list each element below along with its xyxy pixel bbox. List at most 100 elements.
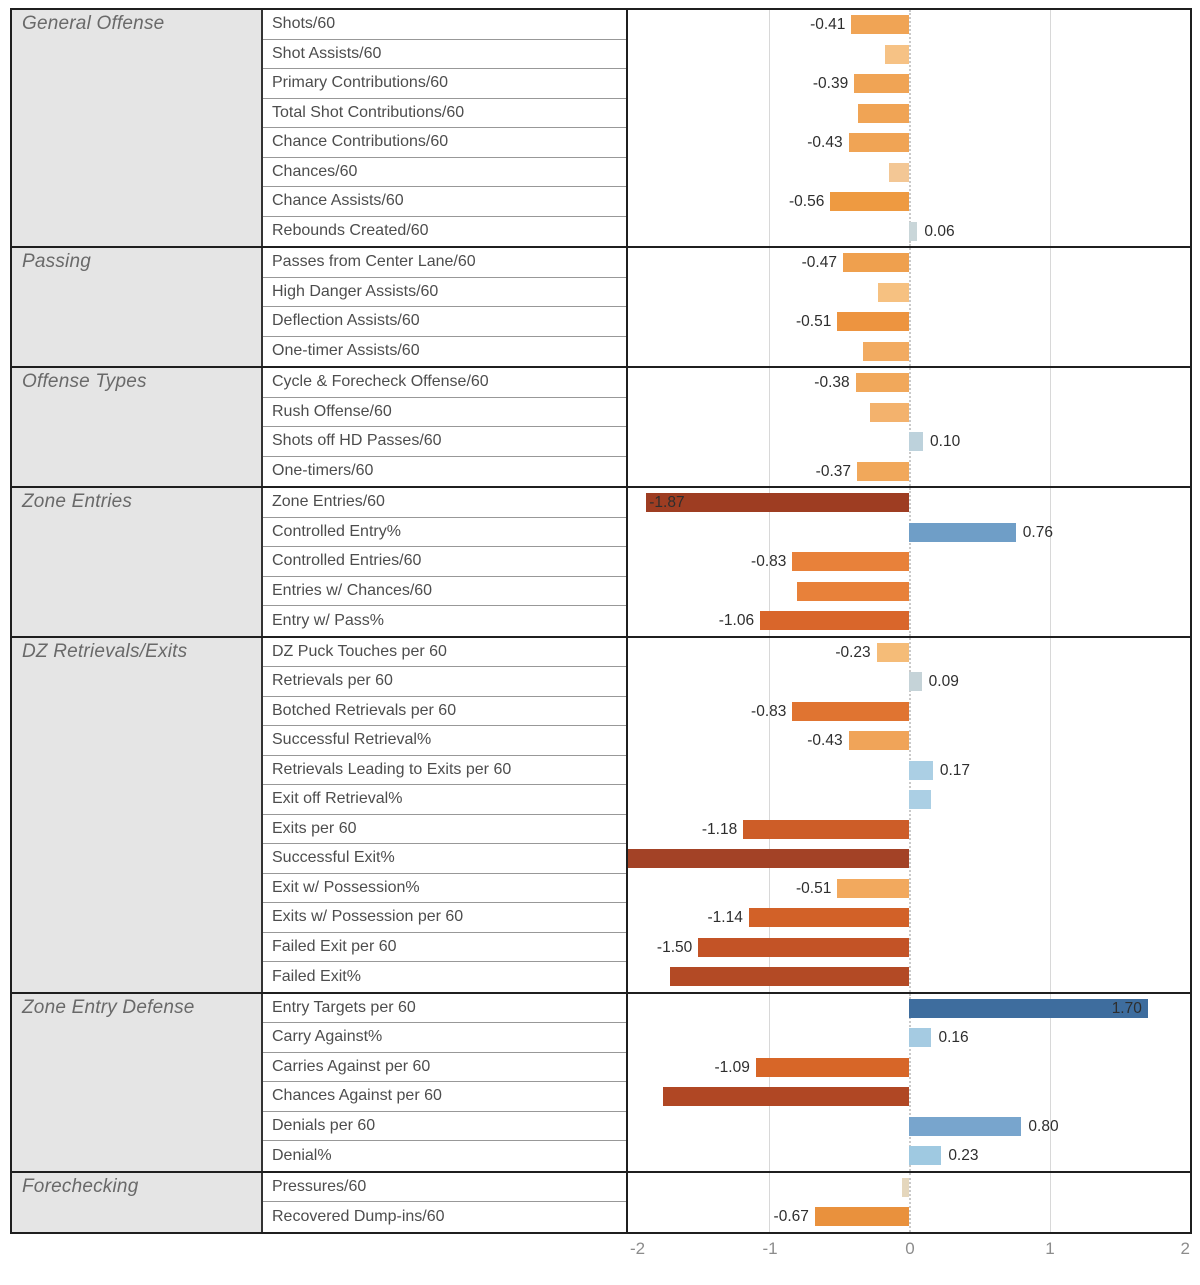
bar-mark[interactable] (842, 253, 909, 272)
bar-mark[interactable] (628, 849, 909, 868)
bar-mark[interactable] (851, 15, 909, 34)
metric-label: Controlled Entries/60 (272, 552, 422, 570)
bar-row (628, 962, 1190, 992)
bar-mark[interactable] (876, 642, 909, 662)
bar-mark[interactable] (837, 312, 909, 331)
bar-mark[interactable] (909, 790, 932, 809)
metric-cell: Botched Retrievals per 60 (263, 696, 626, 726)
chart-panel: -0.23 0.09 -0.83 -0.43 0.17 -1.18 -0.51 -1.14 -1… (628, 637, 1190, 992)
bar-row (628, 398, 1190, 428)
bar-mark[interactable] (885, 44, 909, 64)
metric-cell: Exits w/ Possession per 60 (263, 903, 626, 933)
bar-row (628, 278, 1190, 308)
bar-mark[interactable] (755, 1057, 909, 1077)
bar-mark[interactable] (837, 878, 909, 898)
bar-mark[interactable] (830, 192, 909, 211)
metric-cell: Cycle & Forecheck Offense/60 (263, 368, 626, 398)
metric-cell: Failed Exit per 60 (263, 932, 626, 962)
gridline (768, 368, 770, 486)
zero-line (909, 10, 911, 246)
bar-mark[interactable] (670, 967, 909, 986)
bar-mark[interactable] (848, 731, 909, 750)
bar-mark[interactable] (760, 611, 909, 630)
metric-cell: Pressures/60 (263, 1172, 626, 1202)
metric-cell: Exits per 60 (263, 814, 626, 844)
metric-cell: Rush Offense/60 (263, 397, 626, 427)
bar-row: -0.67 (628, 1202, 1190, 1232)
bar-mark[interactable] (796, 581, 909, 601)
value-label: 0.16 (938, 1029, 969, 1046)
metric-cell: Denial% (263, 1141, 626, 1171)
bar-mark[interactable] (889, 162, 909, 182)
axis-tick-label: 1 (1045, 1239, 1055, 1258)
bar-mark[interactable] (792, 552, 909, 571)
bar-mark[interactable] (862, 341, 909, 361)
chart-panel: -0.47 -0.51 (628, 248, 1190, 366)
value-label: 0.17 (939, 761, 971, 779)
bar-row: 0.76 (628, 518, 1190, 548)
bar-mark[interactable] (901, 1177, 909, 1197)
metric-label: Passes from Center Lane/60 (272, 253, 476, 271)
bar-mark[interactable] (909, 1146, 942, 1165)
bar-mark[interactable] (663, 1087, 909, 1106)
metric-cell: Shots off HD Passes/60 (263, 427, 626, 457)
bar-mark[interactable] (909, 1116, 1022, 1136)
value-label: -0.83 (751, 702, 787, 720)
gridline (768, 248, 770, 366)
bar-row: -1.50 (628, 933, 1190, 963)
bar-mark[interactable] (814, 1207, 909, 1226)
gridline (1049, 488, 1051, 636)
bar-row: -0.39 (628, 69, 1190, 99)
bar-mark[interactable] (855, 373, 909, 392)
section-1: Passing Passes from Center Lane/60 High Da… (12, 248, 1190, 368)
bar-mark[interactable] (857, 461, 909, 481)
value-label: -0.39 (812, 75, 849, 92)
metric-cell: Shot Assists/60 (263, 39, 626, 69)
metric-label: Controlled Entry% (272, 522, 401, 540)
zero-line (909, 993, 911, 1171)
bar-mark[interactable] (909, 998, 1148, 1018)
bar-row (628, 40, 1190, 70)
gridline (768, 637, 770, 992)
metric-label: Exits w/ Possession per 60 (272, 908, 464, 926)
metric-cell: Exit w/ Possession% (263, 873, 626, 903)
bar-row: 0.06 (628, 217, 1190, 247)
metric-cell: Carries Against per 60 (263, 1052, 626, 1082)
bar-mark[interactable] (878, 282, 909, 302)
gridline (1049, 993, 1051, 1171)
bar-mark[interactable] (854, 74, 909, 93)
bar-mark[interactable] (869, 402, 909, 422)
category-label: Forechecking (22, 1175, 139, 1197)
bar-row: -0.51 (628, 307, 1190, 337)
bar-mark[interactable] (909, 432, 924, 451)
metric-label: Shots off HD Passes/60 (272, 432, 442, 450)
bar-row (628, 99, 1190, 129)
bar-mark[interactable] (743, 819, 909, 839)
gridline (768, 488, 770, 636)
metric-label: Rebounds Created/60 (272, 222, 429, 240)
metric-cell: DZ Puck Touches per 60 (263, 637, 626, 667)
chart-panel: -0.41 -0.39 -0.43 -0.56 0.06 (628, 10, 1190, 246)
value-label: 0.09 (928, 673, 959, 690)
bar-mark[interactable] (698, 937, 909, 957)
bar-mark[interactable] (909, 221, 918, 241)
bar-mark[interactable] (909, 760, 933, 780)
metric-column: Zone Entries/60 Controlled Entry% Controll… (263, 488, 628, 636)
bar-mark[interactable] (858, 103, 909, 123)
bar-row (628, 158, 1190, 188)
value-label: -1.87 (649, 494, 685, 511)
metric-cell: Chances/60 (263, 157, 626, 187)
metric-cell: Controlled Entry% (263, 517, 626, 547)
bar-mark[interactable] (748, 908, 909, 927)
gridline (1049, 10, 1051, 246)
bar-mark[interactable] (909, 672, 922, 691)
bar-mark[interactable] (909, 522, 1016, 542)
bar-mark[interactable] (646, 493, 909, 512)
bar-mark[interactable] (909, 1028, 932, 1047)
value-label: -0.51 (796, 879, 832, 897)
metric-label: Carry Against% (272, 1028, 383, 1046)
bar-mark[interactable] (792, 701, 909, 721)
bar-mark[interactable] (848, 133, 909, 152)
bar-row: 0.16 (628, 1023, 1190, 1053)
metric-label: Botched Retrievals per 60 (272, 701, 457, 719)
